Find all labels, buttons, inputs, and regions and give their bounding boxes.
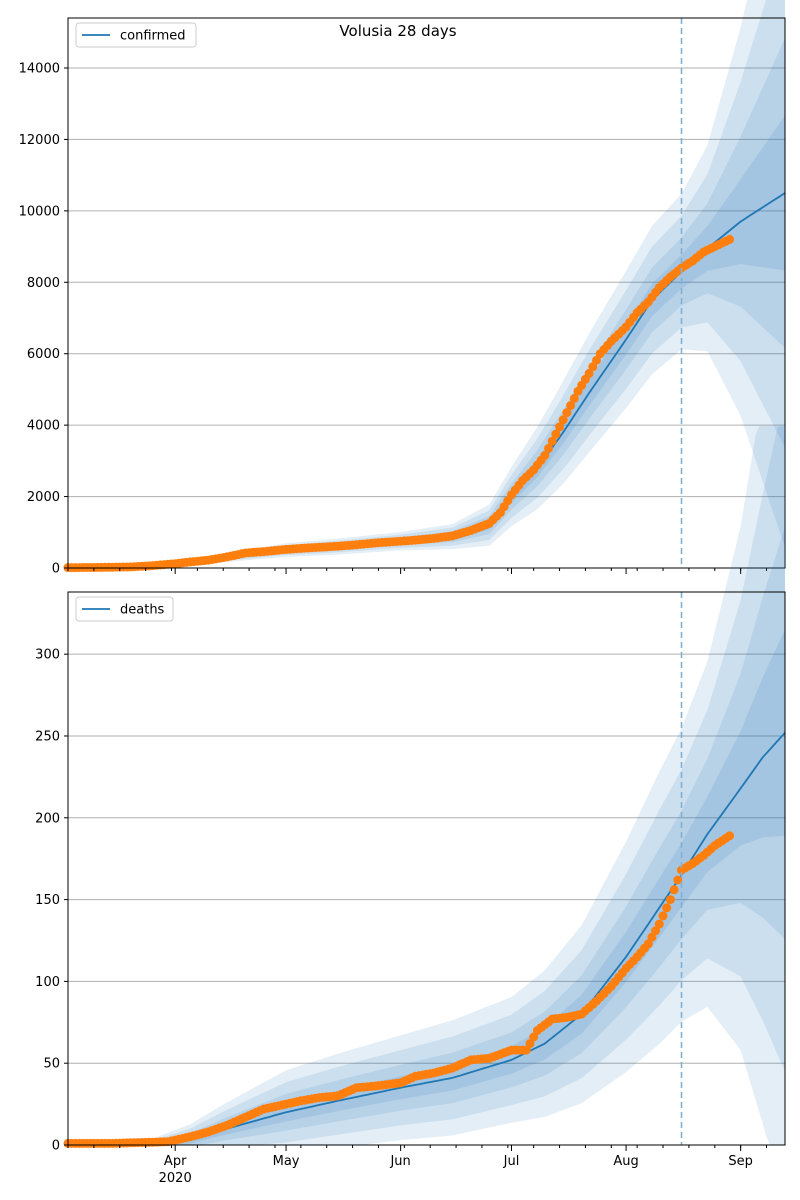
x-tick-label: May <box>273 1154 300 1169</box>
x-axis: Apr 2020 May Jun Jul Aug Sep <box>159 1154 753 1186</box>
axes-frame <box>67 17 786 569</box>
y-tick-label: 0 <box>52 1139 60 1154</box>
observed-point <box>540 451 550 460</box>
observed-point <box>592 355 601 365</box>
observed-point <box>566 401 576 410</box>
observed-point <box>555 422 565 432</box>
y-tick-label: 250 <box>35 729 60 744</box>
y-tick-label: 6000 <box>27 347 60 362</box>
confidence-band-1 <box>68 0 785 568</box>
legend-box <box>75 596 174 622</box>
observed-point <box>662 903 672 913</box>
deaths-panel: 0 50 100 150 200 250 300 deaths <box>35 426 786 1154</box>
confirmed-panel: 0 2000 4000 6000 8000 10000 12000 14000 confirme… <box>19 0 786 577</box>
y-tick-label: 50 <box>43 1057 60 1072</box>
observed-point <box>562 408 572 418</box>
confidence-band-0 <box>68 0 785 568</box>
confidence-band-0 <box>68 426 785 1146</box>
observed-point <box>569 393 579 403</box>
legend-box <box>75 22 197 48</box>
observed-point <box>547 436 557 446</box>
observed-point <box>651 926 661 936</box>
confidence-band-2 <box>68 38 785 568</box>
observed-point <box>665 895 675 905</box>
y-tick-label: 0 <box>52 562 60 577</box>
y-tick-label: 12000 <box>19 133 60 148</box>
y-tick-label: 10000 <box>19 204 60 219</box>
observed-point <box>551 429 561 439</box>
axes-frame <box>67 591 786 1146</box>
observed-point <box>525 1039 535 1049</box>
y-tick-label: 150 <box>35 893 60 908</box>
legend-label: confirmed <box>120 29 186 44</box>
legend: deaths <box>75 596 174 622</box>
observed-point <box>658 911 668 921</box>
x-tick-label: Jul <box>503 1154 520 1169</box>
x-tick-label: Apr <box>164 1154 187 1169</box>
y-tick-label: 300 <box>35 648 60 663</box>
x-tick-label: Jun <box>389 1154 410 1169</box>
figure-title: Volusia 28 days <box>339 22 456 40</box>
legend-label: deaths <box>120 603 165 618</box>
y-tick-label: 200 <box>35 811 60 826</box>
y-tick-label: 14000 <box>19 62 60 77</box>
y-tick-label: 8000 <box>27 276 60 291</box>
y-tick-label: 2000 <box>27 490 60 505</box>
observed-point <box>558 415 568 425</box>
y-tick-label: 4000 <box>27 419 60 434</box>
observed-point <box>725 831 735 841</box>
y-tick-label: 100 <box>35 975 60 990</box>
observed-point <box>725 234 735 244</box>
observed-point <box>673 875 683 885</box>
legend: confirmed <box>75 22 197 48</box>
observed-point <box>643 939 653 949</box>
observed-point <box>544 443 553 453</box>
confidence-band-1 <box>68 426 785 1146</box>
x-tick-year-label: 2020 <box>159 1171 192 1186</box>
x-tick-label: Aug <box>613 1154 638 1169</box>
observed-point <box>669 885 679 895</box>
observed-point <box>654 919 664 929</box>
x-tick-label: Sep <box>728 1154 753 1169</box>
observed-point <box>584 368 594 378</box>
